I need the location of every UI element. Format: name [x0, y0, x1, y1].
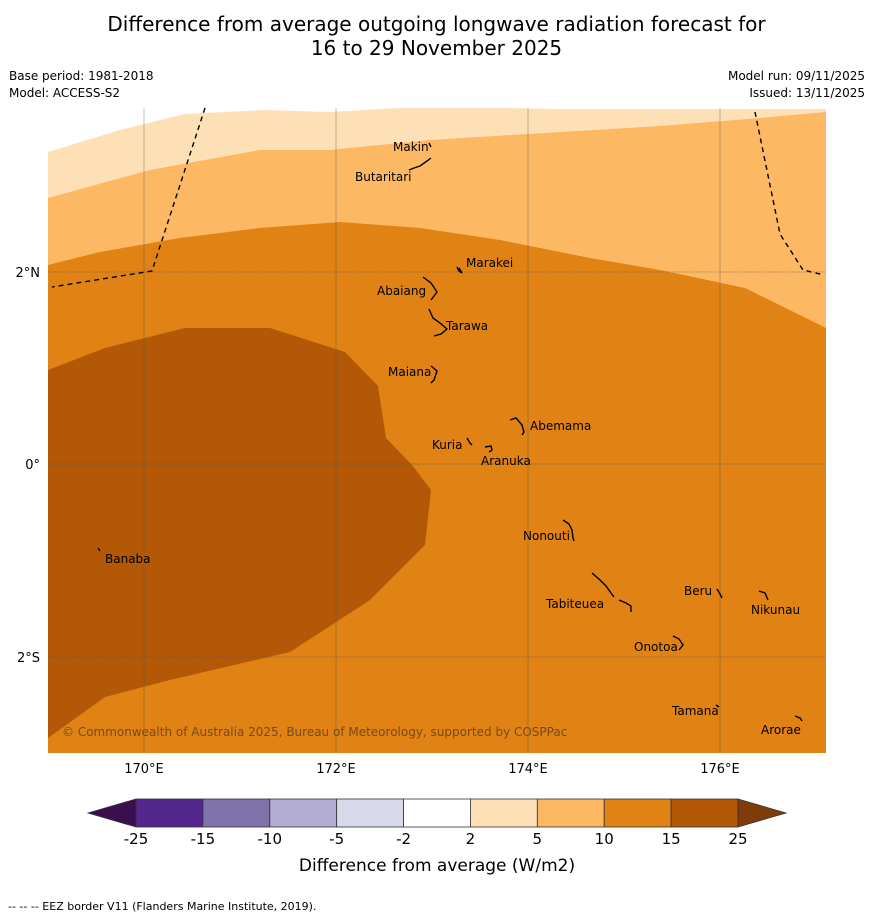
colorbar-tick-label: 2	[466, 830, 476, 848]
band-15-25	[48, 328, 431, 738]
place-nikunau: Nikunau	[751, 603, 800, 617]
place-tabiteuea: Tabiteuea	[545, 597, 604, 611]
meta-right: Model run: 09/11/2025 Issued: 13/11/2025	[728, 68, 865, 102]
colorbar-tick-label: -25	[124, 830, 149, 848]
issued-date: Issued: 13/11/2025	[749, 86, 865, 100]
colorbar-tick-label: -15	[191, 830, 216, 848]
band-2-5	[48, 108, 826, 198]
place-maiana: Maiana	[388, 365, 431, 379]
place-tarawa: Tarawa	[445, 319, 488, 333]
lon-label-170e: 170°E	[124, 762, 164, 777]
colorbar-tick-label: -5	[329, 830, 344, 848]
colorbar-segment	[202, 798, 271, 828]
colorbar-tick-label: -10	[258, 830, 283, 848]
place-kuria: Kuria	[432, 438, 463, 452]
colorbar-segment	[135, 798, 204, 828]
place-aranuka: Aranuka	[481, 454, 531, 468]
lat-label-0: 0°	[25, 458, 40, 473]
lon-label-176e: 176°E	[700, 762, 740, 777]
place-arorae: Arorae	[761, 723, 801, 737]
island-outlines	[97, 142, 803, 722]
colorbar-segment	[536, 798, 605, 828]
place-onotoa: Onotoa	[634, 640, 678, 654]
colorbar-title: Difference from average (W/m2)	[299, 856, 575, 876]
eez-legend-note: -- -- -- EEZ border V11 (Flanders Marine…	[8, 900, 317, 913]
colorbar-segment	[269, 798, 338, 828]
lat-label-2n: 2°N	[16, 266, 41, 281]
lat-label-2s: 2°S	[17, 651, 40, 666]
colorbar-extend-low	[86, 798, 137, 828]
place-makin: Makin	[393, 140, 429, 154]
place-labels: Makin Butaritari Marakei Abaiang Tarawa …	[105, 140, 801, 737]
place-tamana: Tamana	[671, 704, 719, 718]
colorbar-tick-label: 5	[533, 830, 543, 848]
place-marakei: Marakei	[466, 256, 513, 270]
place-nonouti: Nonouti	[523, 529, 570, 543]
colorbar-tick-label: 10	[595, 830, 614, 848]
lon-label-172e: 172°E	[316, 762, 356, 777]
meta-left: Base period: 1981-2018 Model: ACCESS-S2	[9, 68, 154, 102]
colorbar-segment	[336, 798, 404, 828]
colorbar-tick-label: 25	[728, 830, 747, 848]
colorbar-tick-label: 15	[662, 830, 681, 848]
place-banaba: Banaba	[105, 552, 151, 566]
anomaly-field	[48, 108, 826, 753]
title-line-1: Difference from average outgoing longwav…	[107, 12, 766, 36]
place-butaritari: Butaritari	[355, 170, 412, 184]
colorbar-segment	[603, 798, 672, 828]
band-5-10	[48, 108, 826, 328]
colorbar-segment	[670, 798, 739, 828]
colorbar-segment	[470, 798, 538, 828]
lon-label-174e: 174°E	[508, 762, 548, 777]
model-run: Model run: 09/11/2025	[727, 69, 865, 83]
title-line-2: 16 to 29 November 2025	[310, 36, 563, 60]
place-abemama: Abemama	[530, 419, 591, 433]
lon-axis: 170°E 172°E 174°E 176°E	[124, 762, 740, 777]
model-name: Model: ACCESS-S2	[9, 86, 121, 100]
copyright-notice: © Commonwealth of Australia 2025, Bureau…	[62, 725, 567, 739]
eez-border	[51, 107, 825, 288]
colorbar-segment	[403, 798, 471, 828]
lat-axis: 2°N 0° 2°S	[16, 266, 41, 666]
map-title: Difference from average outgoing longwav…	[0, 12, 873, 60]
graticule	[48, 108, 826, 753]
neutral-top	[48, 108, 400, 152]
colorbar: -25 -15 -10 -5 -2 2 5 10 15 25	[86, 798, 788, 848]
place-abaiang: Abaiang	[377, 284, 426, 298]
base-period: Base period: 1981-2018	[9, 69, 154, 83]
colorbar-tick-label: -2	[396, 830, 411, 848]
place-beru: Beru	[684, 584, 712, 598]
colorbar-extend-high	[737, 798, 788, 828]
